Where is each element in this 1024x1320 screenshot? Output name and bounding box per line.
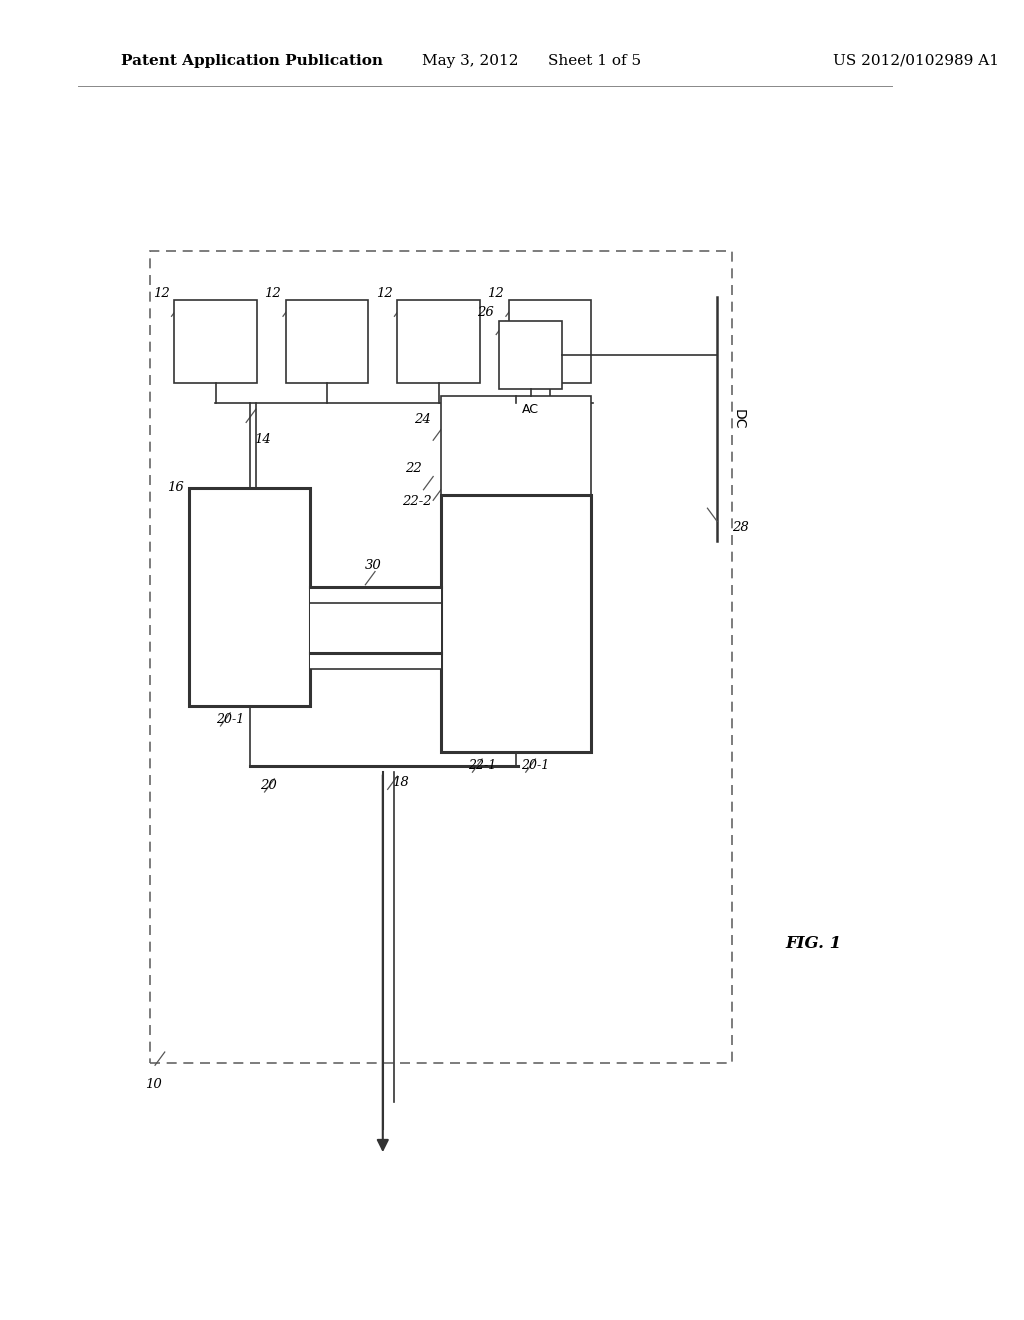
Text: 18: 18	[392, 776, 410, 789]
Bar	[286, 300, 369, 383]
Text: 12: 12	[487, 288, 504, 301]
Text: 30: 30	[365, 558, 382, 572]
Text: 22: 22	[404, 462, 422, 475]
Text: May 3, 2012: May 3, 2012	[422, 54, 518, 67]
Text: Sheet 1 of 5: Sheet 1 of 5	[548, 54, 641, 67]
Bar	[189, 488, 310, 706]
Text: 26: 26	[477, 306, 495, 318]
Text: 12: 12	[264, 288, 281, 301]
Bar	[174, 300, 257, 383]
Bar	[151, 251, 732, 1063]
Text: 16: 16	[167, 482, 184, 494]
Bar	[499, 321, 562, 389]
Text: 12: 12	[153, 288, 170, 301]
Text: 14: 14	[254, 433, 270, 446]
Text: 22-1: 22-1	[468, 759, 496, 772]
Text: 24: 24	[415, 413, 431, 425]
Text: 10: 10	[145, 1078, 162, 1092]
Text: 20: 20	[260, 779, 276, 792]
Text: US 2012/0102989 A1: US 2012/0102989 A1	[834, 54, 999, 67]
Text: 20-1: 20-1	[521, 759, 549, 772]
Text: DC: DC	[732, 409, 745, 429]
Text: 28: 28	[732, 521, 749, 535]
Text: 12: 12	[376, 288, 392, 301]
Bar	[441, 495, 591, 752]
Text: 20-1: 20-1	[216, 713, 244, 726]
Text: 22-2: 22-2	[401, 495, 431, 508]
Text: FIG. 1: FIG. 1	[785, 936, 842, 952]
Bar	[509, 300, 591, 383]
Bar	[397, 300, 479, 383]
Text: Patent Application Publication: Patent Application Publication	[121, 54, 383, 67]
Text: AC: AC	[522, 403, 539, 416]
Bar	[441, 396, 591, 495]
Bar	[310, 587, 441, 669]
